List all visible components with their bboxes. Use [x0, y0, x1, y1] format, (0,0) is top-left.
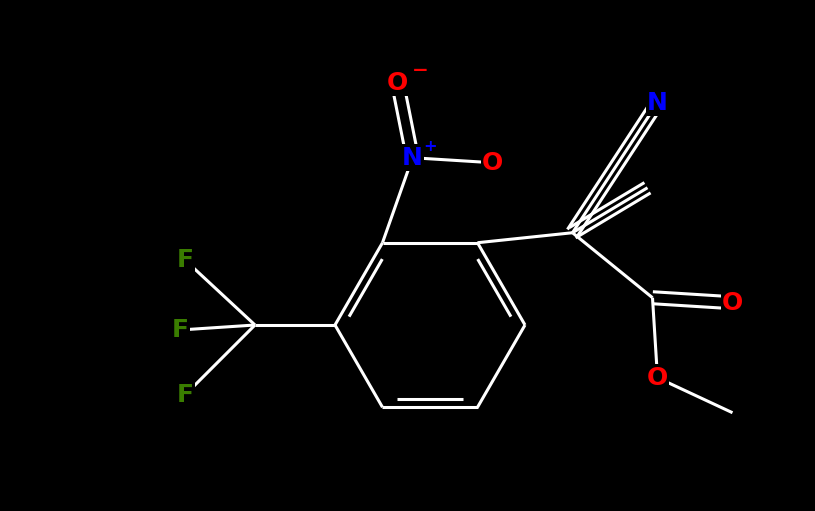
Text: F: F — [171, 318, 188, 342]
Text: N: N — [402, 146, 423, 170]
Text: O: O — [647, 366, 668, 390]
Text: −: − — [412, 61, 428, 80]
Text: O: O — [482, 151, 503, 175]
Text: +: + — [423, 140, 437, 154]
Text: F: F — [177, 383, 193, 407]
Text: O: O — [722, 291, 743, 315]
Text: F: F — [177, 248, 193, 272]
Text: O: O — [387, 71, 408, 95]
Text: N: N — [647, 91, 668, 115]
